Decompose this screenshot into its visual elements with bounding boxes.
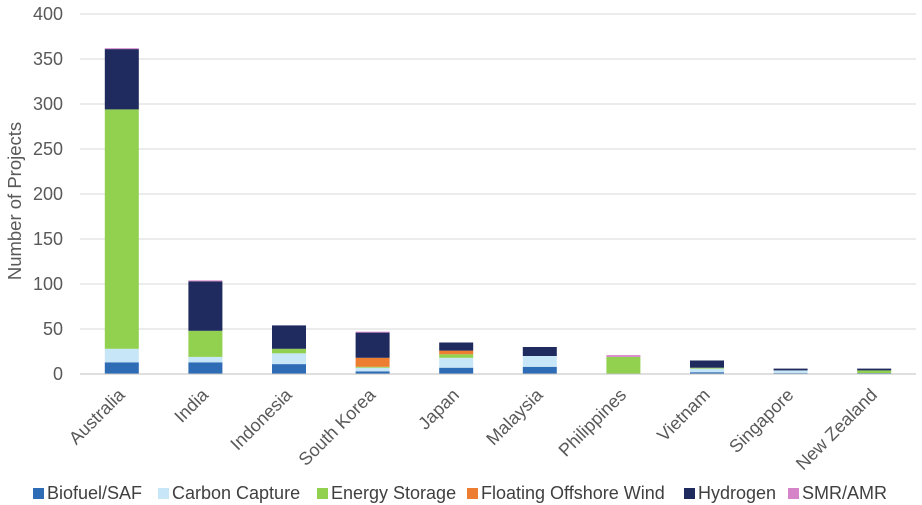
y-tick-label: 100: [33, 274, 63, 294]
x-tick-label-philippines: Philippines: [555, 385, 631, 461]
bar-stack-australia: [104, 48, 139, 374]
bars: [104, 48, 892, 374]
x-tick-label-japan: Japan: [414, 385, 463, 434]
bar-stack-singapore: [773, 368, 808, 374]
bar-australia-biofuel-saf: [104, 362, 139, 374]
bar-stack-south-korea: [355, 331, 390, 374]
bar-australia-smr-amr: [104, 48, 139, 50]
y-tick-label: 50: [43, 319, 63, 339]
legend-item-biofuel-saf: Biofuel/SAF: [33, 483, 142, 503]
bar-india-smr-amr: [188, 280, 223, 282]
bar-stack-new-zealand: [857, 368, 892, 374]
x-tick-label-australia: Australia: [65, 384, 129, 448]
bar-japan-biofuel-saf: [439, 367, 474, 374]
legend-item-smr-amr: SMR/AMR: [788, 483, 887, 503]
bar-stack-indonesia: [272, 325, 306, 374]
legend-swatch-smr-amr: [788, 488, 799, 499]
legend-label-hydrogen: Hydrogen: [698, 483, 776, 503]
bar-south-korea-smr-amr: [355, 331, 390, 333]
bar-stack-india: [188, 280, 223, 374]
y-tick-label: 350: [33, 49, 63, 69]
y-tick-label: 200: [33, 184, 63, 204]
bar-south-korea-carbon-capture: [355, 367, 390, 372]
bar-new-zealand-energy-storage: [857, 370, 892, 374]
bar-japan-floating-offshore-wind: [439, 350, 474, 355]
legend-label-carbon-capture: Carbon Capture: [172, 483, 300, 503]
legend-label-floating-offshore-wind: Floating Offshore Wind: [481, 483, 665, 503]
bar-south-korea-biofuel-saf: [355, 371, 390, 374]
x-tick-label-indonesia: Indonesia: [226, 384, 296, 454]
bar-india-energy-storage: [188, 330, 223, 357]
legend-swatch-carbon-capture: [158, 488, 169, 499]
y-tick-label: 400: [33, 4, 63, 24]
bar-japan-hydrogen: [439, 342, 474, 351]
bar-philippines-energy-storage: [606, 356, 641, 374]
legend-swatch-energy-storage: [317, 488, 328, 499]
bar-malaysia-biofuel-saf: [522, 366, 557, 374]
bar-malaysia-hydrogen: [522, 347, 557, 356]
bar-stack-philippines: [606, 355, 641, 374]
bar-japan-energy-storage: [439, 354, 474, 358]
x-tick-label-singapore: Singapore: [725, 385, 797, 457]
bar-vietnam-biofuel-saf: [690, 372, 724, 374]
bar-south-korea-hydrogen: [355, 332, 390, 358]
bar-philippines-smr-amr: [606, 355, 641, 357]
bar-indonesia-hydrogen: [272, 325, 306, 349]
bar-japan-carbon-capture: [439, 357, 474, 368]
legend-swatch-biofuel-saf: [33, 488, 44, 499]
bar-singapore-carbon-capture: [773, 370, 808, 374]
bar-indonesia-carbon-capture: [272, 353, 306, 365]
x-tick-label-vietnam: Vietnam: [653, 385, 714, 446]
bar-new-zealand-hydrogen: [857, 368, 892, 371]
y-tick-label: 250: [33, 139, 63, 159]
bar-vietnam-energy-storage: [690, 367, 724, 369]
y-axis-tick-labels: 0 50 100 150 200 250 300 350 400: [33, 4, 63, 384]
x-tick-label-india: India: [170, 384, 212, 426]
bar-india-hydrogen: [188, 281, 223, 331]
bar-stack-malaysia: [522, 347, 557, 374]
legend-label-biofuel-saf: Biofuel/SAF: [47, 483, 142, 503]
bar-australia-carbon-capture: [104, 348, 139, 363]
bar-singapore-hydrogen: [773, 368, 808, 371]
legend: Biofuel/SAF Carbon Capture Energy Storage F…: [33, 483, 887, 503]
y-axis-title: Number of Projects: [4, 122, 25, 280]
legend-item-hydrogen: Hydrogen: [684, 483, 776, 503]
y-tick-label: 150: [33, 229, 63, 249]
y-tick-label: 0: [53, 364, 63, 384]
bar-india-carbon-capture: [188, 356, 223, 363]
legend-label-energy-storage: Energy Storage: [331, 483, 456, 503]
bar-india-biofuel-saf: [188, 362, 223, 374]
bar-south-korea-energy-storage: [355, 366, 390, 368]
legend-item-carbon-capture: Carbon Capture: [158, 483, 300, 503]
bar-indonesia-energy-storage: [272, 348, 306, 354]
bar-indonesia-biofuel-saf: [272, 364, 306, 374]
y-tick-label: 300: [33, 94, 63, 114]
x-tick-label-south-korea: South Korea: [295, 384, 381, 470]
bar-stack-japan: [439, 342, 474, 374]
legend-swatch-hydrogen: [684, 488, 695, 499]
legend-label-smr-amr: SMR/AMR: [802, 483, 887, 503]
x-tick-label-new-zealand: New Zealand: [792, 385, 881, 474]
legend-item-floating-offshore-wind: Floating Offshore Wind: [467, 483, 665, 503]
bar-stack-vietnam: [690, 360, 724, 374]
legend-item-energy-storage: Energy Storage: [317, 483, 456, 503]
bar-malaysia-carbon-capture: [522, 356, 557, 367]
bar-australia-hydrogen: [104, 49, 139, 110]
bar-south-korea-floating-offshore-wind: [355, 357, 390, 367]
x-tick-label-malaysia: Malaysia: [482, 384, 547, 449]
bar-vietnam-carbon-capture: [690, 368, 724, 373]
legend-swatch-floating-offshore-wind: [467, 488, 478, 499]
bar-vietnam-hydrogen: [690, 360, 724, 368]
bar-australia-energy-storage: [104, 109, 139, 349]
